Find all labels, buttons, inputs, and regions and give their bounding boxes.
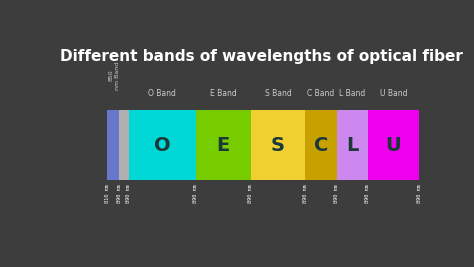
Text: L Band: L Band: [339, 89, 365, 98]
Text: S Band: S Band: [264, 89, 292, 98]
Text: C Band: C Band: [307, 89, 335, 98]
Text: 890 nm: 890 nm: [365, 184, 370, 203]
Text: 890 nm: 890 nm: [303, 184, 308, 203]
Text: U: U: [386, 136, 401, 155]
Text: O Band: O Band: [148, 89, 176, 98]
Text: 890 nm: 890 nm: [417, 184, 422, 203]
Text: 890 nm: 890 nm: [334, 184, 339, 203]
Text: 890 nm: 890 nm: [193, 184, 199, 203]
Text: 890 nm: 890 nm: [248, 184, 253, 203]
Text: O: O: [154, 136, 171, 155]
Bar: [337, 110, 368, 180]
Bar: [305, 110, 337, 180]
Text: L: L: [346, 136, 358, 155]
Bar: [196, 110, 251, 180]
Bar: [107, 110, 119, 180]
Text: C: C: [314, 136, 328, 155]
Text: U Band: U Band: [380, 89, 407, 98]
Text: 890 nm: 890 nm: [127, 184, 131, 203]
Text: 850
nm Band: 850 nm Band: [109, 61, 119, 90]
Text: E: E: [217, 136, 230, 155]
Bar: [251, 110, 305, 180]
Bar: [368, 110, 419, 180]
Bar: [119, 110, 129, 180]
Bar: [129, 110, 196, 180]
Text: 810 nm: 810 nm: [104, 184, 109, 203]
Text: S: S: [271, 136, 285, 155]
Text: E Band: E Band: [210, 89, 237, 98]
Text: Different bands of wavelengths of optical fiber: Different bands of wavelengths of optica…: [60, 49, 463, 64]
Text: 890 nm: 890 nm: [117, 184, 122, 203]
